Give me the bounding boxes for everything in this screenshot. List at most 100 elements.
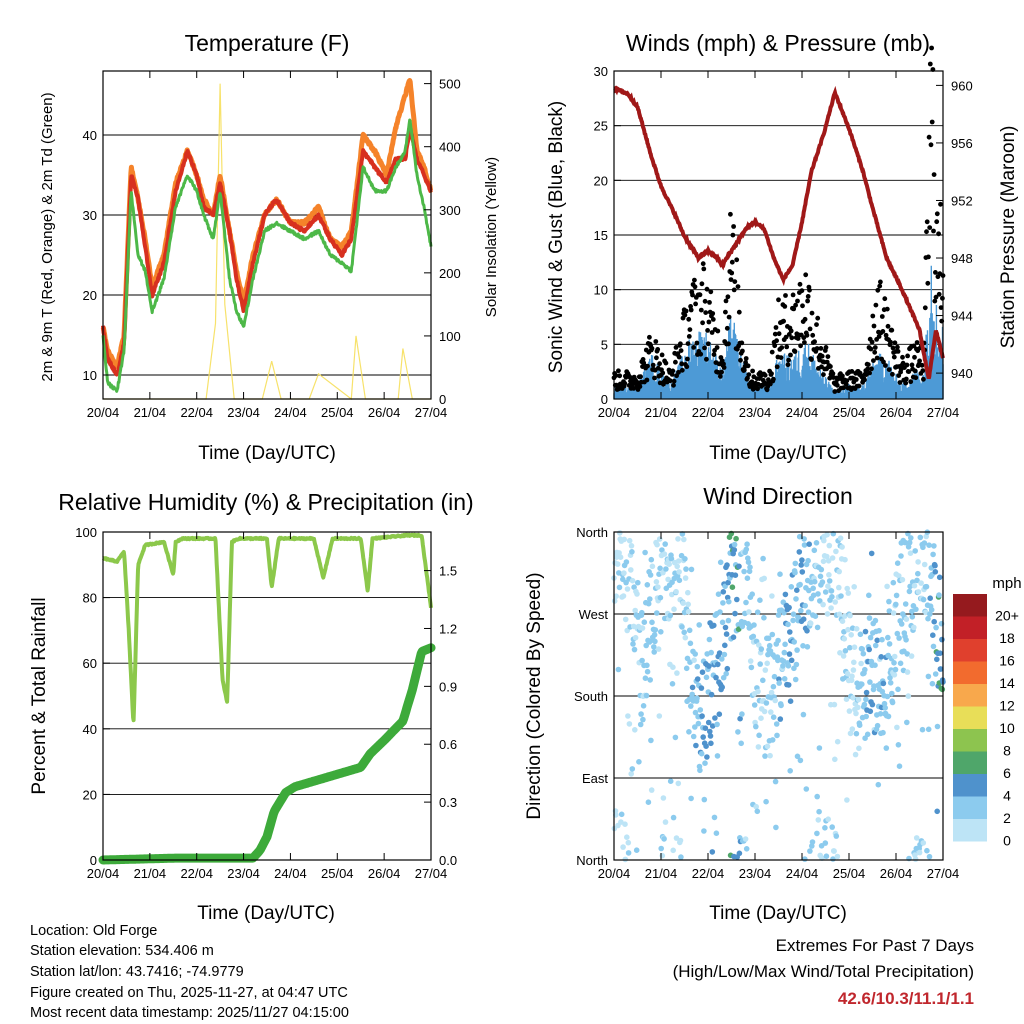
direction-point — [794, 647, 800, 653]
direction-point — [764, 660, 770, 667]
gust-point — [657, 361, 662, 367]
temperature-panel: Temperature (F) Time (Day/UTC) 2m & 9m T… — [39, 30, 500, 464]
direction-point — [737, 715, 743, 722]
direction-point — [648, 737, 654, 744]
direction-point — [801, 536, 807, 542]
direction-point — [648, 787, 655, 793]
humidity-xtick-label-7: 27/04 — [415, 866, 448, 881]
gust-point — [871, 358, 876, 363]
direction-point — [654, 610, 660, 616]
direction-point — [853, 710, 859, 717]
direction-point — [711, 814, 718, 821]
direction-point — [925, 615, 931, 622]
direction-point — [621, 570, 627, 576]
direction-point — [877, 711, 884, 717]
direction-point — [911, 582, 918, 589]
gust-point — [868, 346, 874, 352]
direction-point — [678, 854, 684, 860]
temperature-xtick-label-6: 26/04 — [368, 405, 401, 420]
gust-point — [723, 298, 729, 304]
direction-point — [822, 825, 828, 831]
direction-point — [867, 679, 873, 685]
gust-point — [903, 376, 909, 382]
direction-ytick-label-0: North — [576, 853, 608, 868]
direction-point — [794, 587, 800, 593]
direction-point — [882, 705, 888, 711]
direction-point — [633, 847, 640, 853]
direction-point — [736, 563, 742, 570]
direction-point — [787, 768, 793, 774]
direction-point — [758, 715, 764, 721]
gust-point — [909, 362, 915, 368]
gust-point — [830, 371, 836, 376]
gust-point — [729, 270, 735, 276]
direction-point — [760, 677, 766, 684]
legend-label-2: 4 — [1003, 787, 1011, 803]
direction-point — [768, 709, 774, 715]
direction-point — [697, 707, 704, 713]
direction-point — [753, 723, 759, 730]
direction-point — [682, 575, 689, 581]
humidity-ytick-label-5: 100 — [75, 525, 97, 540]
direction-point — [723, 631, 730, 637]
gust-point — [882, 296, 888, 302]
direction-point — [920, 544, 926, 551]
direction-xtick-label-1: 21/04 — [645, 866, 678, 881]
direction-point — [657, 565, 663, 572]
direction-point — [930, 551, 936, 558]
direction-point — [743, 599, 749, 606]
direction-point — [911, 624, 917, 631]
direction-point — [772, 697, 778, 704]
legend-label-0: 0 — [1003, 832, 1011, 848]
legend-label-9: 18 — [999, 630, 1015, 646]
direction-point — [932, 671, 939, 677]
gust-point — [818, 346, 824, 351]
direction-point — [848, 677, 855, 684]
direction-point — [867, 634, 874, 641]
direction-point — [763, 700, 770, 706]
gust-point — [734, 257, 740, 263]
gust-point — [903, 380, 909, 386]
gust-point — [795, 336, 801, 341]
direction-point — [667, 778, 674, 784]
direction-point — [921, 561, 928, 568]
direction-point — [722, 583, 728, 590]
direction-point — [694, 676, 701, 682]
gust-point — [934, 211, 940, 217]
direction-point — [815, 591, 821, 597]
direction-point — [859, 681, 865, 687]
gust-point — [688, 304, 693, 309]
gust-point — [900, 354, 905, 360]
direction-point — [915, 570, 921, 577]
direction-point — [856, 745, 862, 752]
direction-point — [826, 542, 833, 549]
direction-point — [904, 719, 910, 726]
direction-point — [699, 713, 705, 719]
gust-point — [699, 281, 705, 287]
direction-point — [757, 597, 763, 603]
direction-point — [753, 803, 759, 810]
gust-point — [870, 313, 876, 319]
gust-point — [778, 355, 784, 360]
gust-point — [804, 332, 810, 338]
direction-point — [636, 759, 642, 765]
direction-point — [862, 666, 868, 673]
direction-point — [893, 592, 900, 599]
gust-point — [865, 362, 871, 367]
gust-point — [840, 373, 845, 379]
direction-point — [816, 808, 822, 815]
winds-ytick-label-0: 0 — [601, 392, 608, 407]
winds-ytick-label-4: 20 — [594, 173, 608, 188]
humidity-ytick-right-label-3: 0.9 — [439, 679, 457, 694]
direction-point — [802, 856, 808, 862]
gust-point — [772, 343, 778, 349]
direction-point — [714, 753, 721, 759]
winds-title: Winds (mph) & Pressure (mb) — [626, 30, 930, 56]
direction-point — [822, 589, 829, 595]
direction-point — [625, 850, 632, 856]
gust-point — [844, 378, 850, 383]
direction-point — [800, 711, 807, 718]
gust-point — [771, 376, 776, 382]
gust-point — [774, 364, 780, 370]
winds-ytick-right-label-0: 940 — [951, 366, 973, 381]
